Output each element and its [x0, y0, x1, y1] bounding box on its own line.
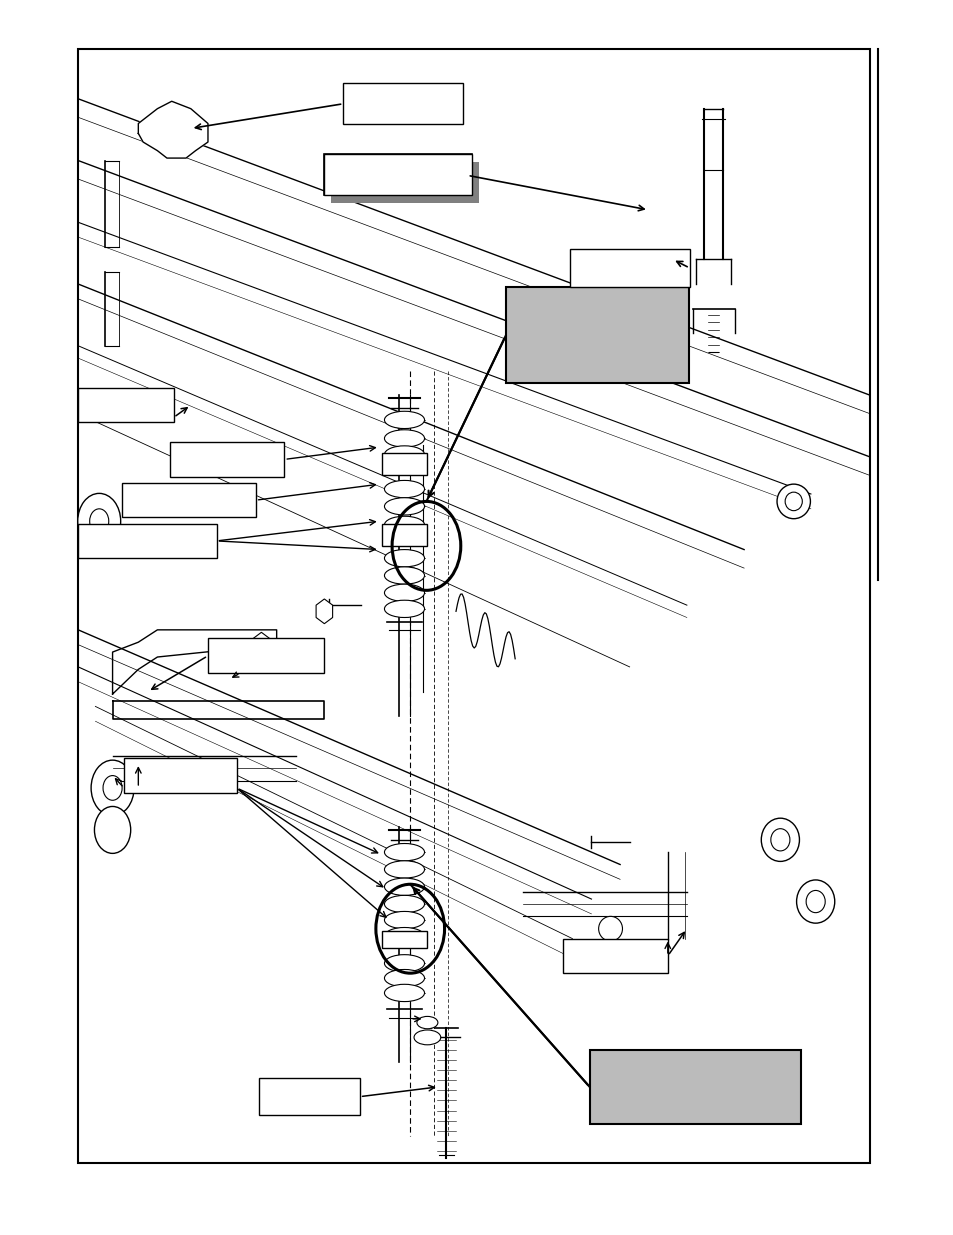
Ellipse shape	[103, 776, 122, 800]
Ellipse shape	[384, 927, 424, 945]
Ellipse shape	[416, 1016, 437, 1029]
Bar	[589, 1050, 801, 1124]
Bar	[381, 931, 427, 948]
Ellipse shape	[384, 498, 424, 515]
Bar	[78, 388, 173, 422]
Ellipse shape	[384, 895, 424, 913]
Bar	[343, 83, 462, 124]
Bar	[570, 249, 689, 287]
Ellipse shape	[384, 516, 424, 534]
Bar	[78, 49, 869, 1163]
Polygon shape	[138, 101, 208, 158]
Ellipse shape	[384, 861, 424, 878]
Bar	[381, 453, 427, 475]
Ellipse shape	[94, 806, 131, 853]
Ellipse shape	[384, 600, 424, 618]
Bar	[170, 442, 284, 477]
Ellipse shape	[91, 760, 133, 816]
Ellipse shape	[384, 984, 424, 1002]
Ellipse shape	[384, 446, 424, 463]
Bar	[324, 154, 472, 195]
Ellipse shape	[784, 493, 801, 511]
Bar	[122, 483, 255, 517]
Ellipse shape	[384, 411, 424, 429]
Bar	[562, 939, 667, 973]
Ellipse shape	[598, 916, 621, 941]
Ellipse shape	[384, 911, 424, 929]
Bar	[259, 1078, 359, 1115]
Ellipse shape	[384, 550, 424, 567]
Bar	[208, 638, 324, 673]
Ellipse shape	[384, 567, 424, 584]
Ellipse shape	[414, 1030, 440, 1045]
Ellipse shape	[90, 509, 109, 534]
Ellipse shape	[77, 494, 120, 550]
Bar	[381, 524, 427, 546]
Ellipse shape	[384, 844, 424, 861]
Ellipse shape	[384, 430, 424, 447]
Ellipse shape	[770, 829, 789, 851]
Ellipse shape	[384, 480, 424, 498]
Bar	[324, 154, 472, 195]
Ellipse shape	[796, 879, 834, 924]
Ellipse shape	[384, 878, 424, 895]
Ellipse shape	[776, 484, 809, 519]
Bar	[78, 524, 216, 558]
Ellipse shape	[805, 890, 824, 913]
Ellipse shape	[760, 819, 799, 862]
Bar	[331, 162, 478, 203]
Ellipse shape	[384, 969, 424, 987]
Bar	[124, 758, 236, 793]
Ellipse shape	[384, 955, 424, 972]
Ellipse shape	[384, 584, 424, 601]
Bar	[505, 287, 688, 383]
